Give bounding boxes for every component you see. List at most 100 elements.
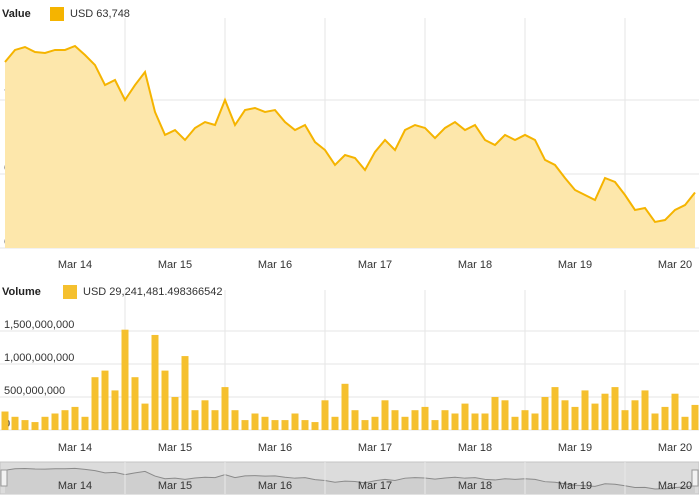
price-line <box>4 44 696 224</box>
volume-bar <box>351 410 359 430</box>
volume-bar <box>111 390 119 430</box>
x-tick-label: Mar 20 <box>658 259 692 271</box>
x-tick-label: Mar 20 <box>658 442 692 454</box>
navigator-label: Mar 15 <box>158 480 192 492</box>
navigator-label: Mar 16 <box>258 480 292 492</box>
navigator-handle-right[interactable] <box>691 469 699 487</box>
volume-bar <box>541 397 549 430</box>
y-tick-label: 500,000,000 <box>4 385 65 397</box>
legend-swatch <box>50 7 64 21</box>
volume-bar <box>301 420 309 430</box>
volume-bar <box>81 416 89 430</box>
volume-bar <box>561 400 569 430</box>
navigator-handle-left[interactable] <box>0 469 8 487</box>
volume-bar <box>241 420 249 430</box>
x-tick-label: Mar 14 <box>58 259 92 271</box>
volume-bar <box>421 406 429 430</box>
volume-bar <box>481 413 489 430</box>
volume-bar <box>531 413 539 430</box>
volume-bar <box>131 377 139 430</box>
volume-bar <box>191 410 199 430</box>
volume-bar <box>341 383 349 430</box>
x-tick-label: Mar 14 <box>58 442 92 454</box>
volume-bar <box>591 403 599 430</box>
navigator-label: Mar 19 <box>558 480 592 492</box>
volume-bar <box>201 400 209 430</box>
volume-bar <box>511 416 519 430</box>
volume-bar <box>291 413 299 430</box>
volume-bar <box>461 403 469 430</box>
volume-bar <box>641 390 649 430</box>
volume-bar <box>681 416 689 430</box>
volume-bar <box>441 410 449 430</box>
volume-bar <box>231 410 239 430</box>
volume-bar <box>431 420 439 430</box>
volume-bar <box>391 410 399 430</box>
volume-bar <box>251 413 259 430</box>
volume-bar <box>401 416 409 430</box>
volume-bar <box>371 416 379 430</box>
volume-bar <box>211 410 219 430</box>
volume-bar <box>551 387 559 430</box>
volume-bar <box>321 400 329 430</box>
volume-bar <box>381 400 389 430</box>
navigator-line <box>4 467 696 490</box>
volume-bar <box>491 397 499 430</box>
volume-bar <box>661 406 669 430</box>
volume-bar <box>21 420 29 430</box>
volume-bar <box>31 422 39 430</box>
y-tick-label: 1,000,000,000 <box>4 352 74 364</box>
volume-bar <box>71 406 79 430</box>
volume-bar <box>121 329 129 430</box>
volume-bar <box>361 420 369 430</box>
volume-bar <box>581 390 589 430</box>
x-tick-label: Mar 17 <box>358 259 392 271</box>
volume-bar <box>601 393 609 430</box>
volume-bar <box>411 410 419 430</box>
volume-bar <box>651 413 659 430</box>
volume-bar <box>521 410 529 430</box>
panel-title: Volume <box>2 286 41 298</box>
x-tick-label: Mar 16 <box>258 259 292 271</box>
volume-bar <box>151 334 159 430</box>
volume-bar <box>11 416 19 430</box>
volume-bar <box>671 393 679 430</box>
volume-bar <box>41 416 49 430</box>
x-tick-label: Mar 19 <box>558 442 592 454</box>
navigator-label: Mar 20 <box>658 480 692 492</box>
volume-bar <box>51 413 59 430</box>
volume-bar <box>101 370 109 430</box>
x-tick-label: Mar 16 <box>258 442 292 454</box>
volume-bar <box>631 400 639 430</box>
volume-bar <box>621 410 629 430</box>
panel-title: Value <box>2 8 31 20</box>
volume-bar <box>311 422 319 430</box>
volume-bar <box>61 410 69 430</box>
x-tick-label: Mar 17 <box>358 442 392 454</box>
volume-bar <box>471 413 479 430</box>
volume-bar <box>221 387 229 430</box>
navigator-label: Mar 18 <box>458 480 492 492</box>
legend-label: USD 63,748 <box>70 8 130 20</box>
x-tick-label: Mar 15 <box>158 259 192 271</box>
navigator-area <box>5 468 695 494</box>
x-tick-label: Mar 18 <box>458 259 492 271</box>
volume-bar <box>571 406 579 430</box>
volume-bar <box>161 370 169 430</box>
x-tick-label: Mar 18 <box>458 442 492 454</box>
volume-bar <box>261 416 269 430</box>
volume-bar <box>451 413 459 430</box>
legend-swatch <box>63 285 77 299</box>
x-tick-label: Mar 19 <box>558 259 592 271</box>
volume-bar <box>271 420 279 430</box>
legend-label: USD 29,241,481.498366542 <box>83 286 222 298</box>
volume-bar <box>691 404 699 430</box>
volume-bar <box>331 416 339 430</box>
volume-bar <box>171 397 179 430</box>
area-fill <box>5 45 695 249</box>
volume-bar <box>91 377 99 430</box>
volume-bar <box>181 356 189 430</box>
y-tick-label: 1,500,000,000 <box>4 319 74 331</box>
navigator-label: Mar 14 <box>58 480 92 492</box>
